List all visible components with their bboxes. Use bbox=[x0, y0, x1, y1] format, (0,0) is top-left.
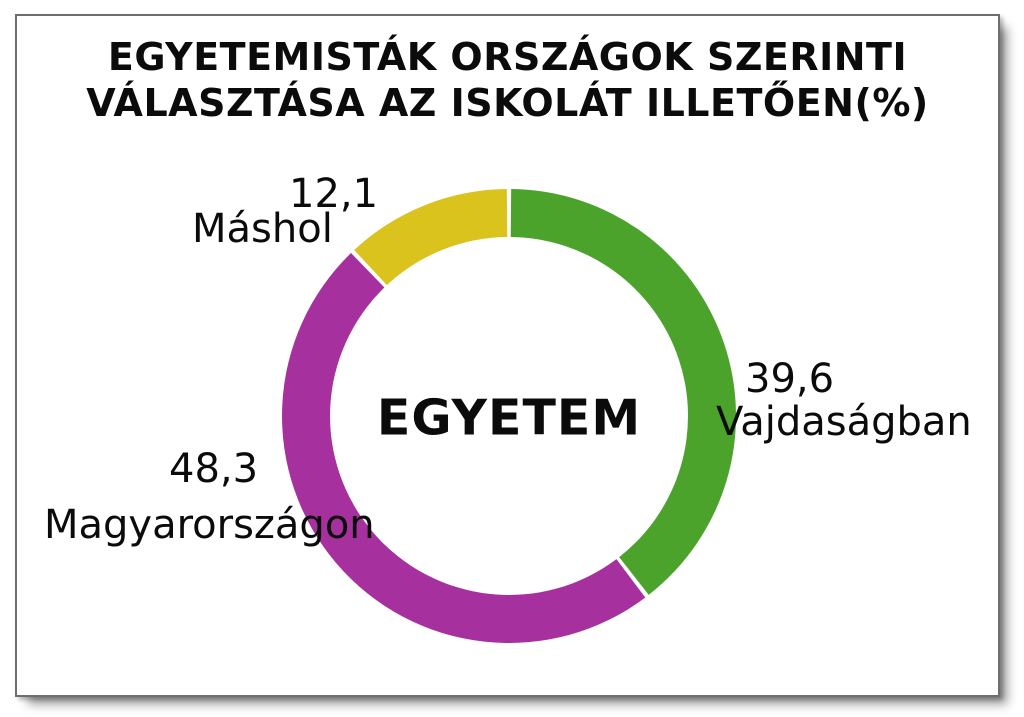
slice-name-magyarorszagon: Magyarországon bbox=[44, 502, 375, 548]
slice-value-mashol: 12,1 bbox=[289, 171, 379, 217]
donut-center-label: EGYETEM bbox=[376, 389, 642, 447]
slice-value-vajdasagban: 39,6 bbox=[745, 356, 835, 402]
slice-name-mashol: Máshol bbox=[192, 206, 333, 252]
donut-slice-magyarorszagon bbox=[282, 253, 646, 643]
slice-name-vajdasagban: Vajdaságban bbox=[716, 399, 972, 445]
chart-title: EGYETEMISTÁK ORSZÁGOK SZERINTI VÁLASZTÁS… bbox=[17, 34, 998, 126]
donut-chart bbox=[282, 189, 736, 643]
chart-title-line-2: VÁLASZTÁSA AZ ISKOLÁT ILLETŐEN(%) bbox=[86, 81, 929, 125]
chart-card: EGYETEMISTÁK ORSZÁGOK SZERINTI VÁLASZTÁS… bbox=[15, 14, 1000, 697]
donut-slice-mashol bbox=[354, 189, 508, 286]
slice-value-magyarorszagon: 48,3 bbox=[169, 446, 259, 492]
donut-slice-vajdasagban bbox=[510, 189, 736, 595]
chart-title-line-1: EGYETEMISTÁK ORSZÁGOK SZERINTI bbox=[107, 35, 908, 79]
